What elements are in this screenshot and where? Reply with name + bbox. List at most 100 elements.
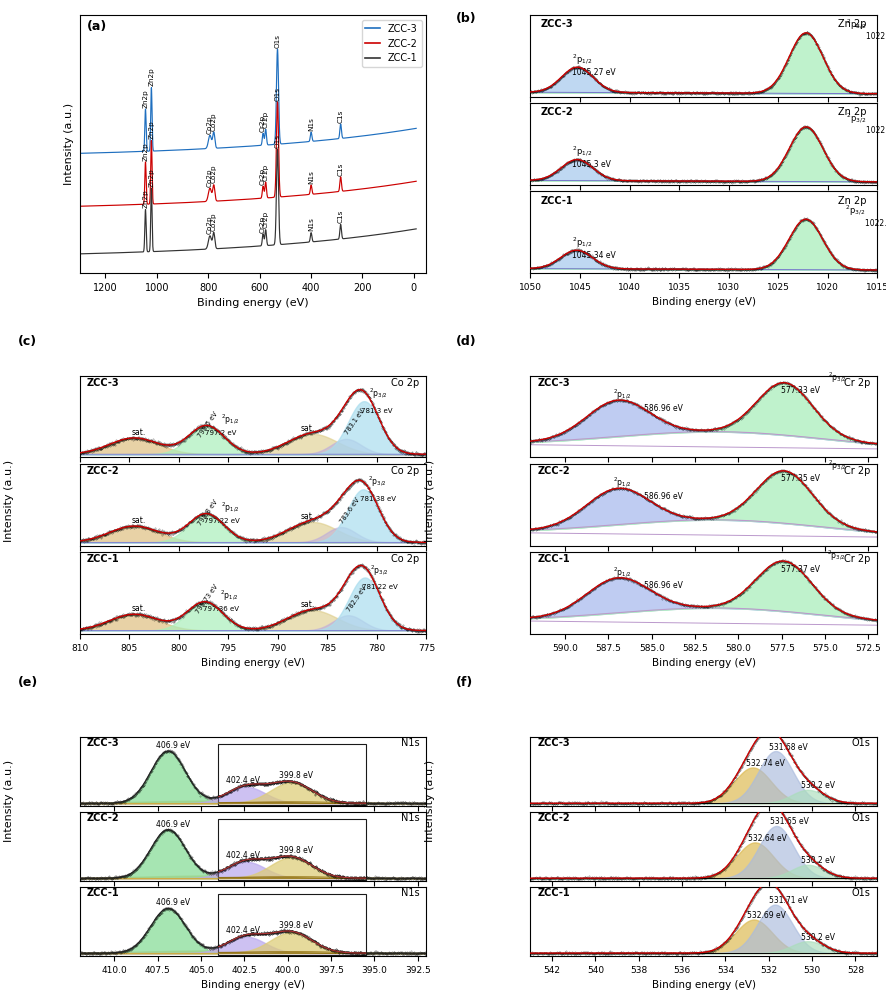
- Text: Co2p: Co2p: [207, 115, 213, 134]
- Bar: [219, 819, 366, 880]
- Text: N1s: N1s: [400, 813, 419, 823]
- Bar: [219, 894, 366, 955]
- Text: C1s: C1s: [338, 109, 344, 122]
- Text: $\mathregular{^2p_{3/2}}$: $\mathregular{^2p_{3/2}}$: [828, 549, 846, 563]
- X-axis label: Binding energy (eV): Binding energy (eV): [201, 980, 305, 990]
- Text: ZCC-1: ZCC-1: [87, 888, 120, 898]
- Text: $\mathregular{^2p_{1/2}}$: $\mathregular{^2p_{1/2}}$: [612, 566, 631, 580]
- Text: 577.33 eV: 577.33 eV: [781, 386, 820, 395]
- Text: 586.96 eV: 586.96 eV: [644, 491, 683, 500]
- Text: Co2p: Co2p: [211, 112, 217, 130]
- Text: Cr2p: Cr2p: [262, 211, 268, 228]
- Text: O1s: O1s: [275, 34, 281, 48]
- Text: sat.: sat.: [132, 605, 146, 614]
- Text: Intensity (a.u.): Intensity (a.u.): [425, 459, 435, 542]
- Text: Cr 2p: Cr 2p: [843, 377, 870, 387]
- Text: sat.: sat.: [300, 601, 315, 610]
- Text: 1045.3 eV: 1045.3 eV: [572, 160, 611, 169]
- Text: ZCC-1: ZCC-1: [87, 554, 120, 564]
- Text: 399.8 eV: 399.8 eV: [279, 847, 314, 856]
- Text: Co2p: Co2p: [207, 168, 213, 187]
- Text: $\mathregular{^2p_{3/2}}$: $\mathregular{^2p_{3/2}}$: [828, 458, 846, 472]
- Text: ZCC-2: ZCC-2: [540, 107, 573, 117]
- Text: ZCC-3: ZCC-3: [87, 377, 120, 387]
- Text: 1045.34 eV: 1045.34 eV: [571, 251, 616, 260]
- Y-axis label: Intensity (a.u.): Intensity (a.u.): [64, 103, 74, 185]
- X-axis label: Binding energy (eV): Binding energy (eV): [198, 298, 309, 308]
- Text: (f): (f): [456, 676, 473, 689]
- Text: ZCC-2: ZCC-2: [538, 465, 570, 475]
- Text: Co 2p: Co 2p: [392, 465, 419, 475]
- Text: 798.8 eV: 798.8 eV: [197, 498, 219, 527]
- Text: (c): (c): [18, 335, 37, 348]
- Text: Cr2p: Cr2p: [262, 110, 268, 128]
- X-axis label: Binding energy (eV): Binding energy (eV): [201, 658, 305, 668]
- Text: $\mathregular{^2p_{3/2}}$: $\mathregular{^2p_{3/2}}$: [369, 387, 387, 401]
- Text: 781.38 eV: 781.38 eV: [361, 495, 396, 502]
- Text: Co2p: Co2p: [211, 165, 217, 183]
- Text: $\mathregular{^2p_{1/2}}$: $\mathregular{^2p_{1/2}}$: [220, 589, 238, 604]
- Text: Cr2p: Cr2p: [260, 215, 266, 232]
- Text: ZCC-3: ZCC-3: [538, 738, 570, 748]
- Text: 797.36 eV: 797.36 eV: [203, 607, 239, 613]
- Text: 402.4 eV: 402.4 eV: [226, 926, 260, 935]
- Text: 781.3 eV: 781.3 eV: [361, 407, 392, 413]
- Text: 530.2 eV: 530.2 eV: [801, 782, 835, 791]
- Text: Zn 2p: Zn 2p: [838, 195, 867, 205]
- Text: 406.9 eV: 406.9 eV: [156, 898, 190, 907]
- Text: (b): (b): [456, 12, 477, 25]
- Text: Intensity (a.u.): Intensity (a.u.): [4, 760, 14, 842]
- X-axis label: Binding energy (eV): Binding energy (eV): [652, 297, 756, 307]
- Text: sat.: sat.: [132, 428, 146, 437]
- Text: O1s: O1s: [851, 738, 870, 748]
- Text: 531.71 eV: 531.71 eV: [768, 896, 807, 905]
- Text: 532.64 eV: 532.64 eV: [749, 834, 788, 843]
- Text: ZCC-2: ZCC-2: [87, 813, 120, 823]
- Text: 532.74 eV: 532.74 eV: [746, 759, 785, 768]
- Text: ZCC-3: ZCC-3: [540, 19, 573, 29]
- Text: 782.9 eV: 782.9 eV: [346, 585, 369, 613]
- Text: N1s: N1s: [308, 170, 315, 184]
- Text: $\mathregular{^2p_{3/2}}$: $\mathregular{^2p_{3/2}}$: [846, 17, 866, 32]
- Text: 783.1 eV: 783.1 eV: [345, 408, 366, 436]
- Text: $\mathregular{^2p_{3/2}}$: $\mathregular{^2p_{3/2}}$: [369, 475, 387, 489]
- Text: 406.9 eV: 406.9 eV: [156, 741, 190, 750]
- Text: N1s: N1s: [308, 117, 315, 131]
- Text: 1045.27 eV: 1045.27 eV: [572, 68, 616, 77]
- Text: 532.69 eV: 532.69 eV: [748, 911, 786, 920]
- Text: 577.35 eV: 577.35 eV: [781, 474, 820, 483]
- Text: 402.4 eV: 402.4 eV: [226, 776, 260, 785]
- Text: ZCC-3: ZCC-3: [538, 377, 570, 387]
- Text: $\mathregular{^2p_{1/2}}$: $\mathregular{^2p_{1/2}}$: [612, 476, 631, 490]
- Text: 781.22 eV: 781.22 eV: [361, 584, 398, 590]
- Text: Cr2p: Cr2p: [260, 167, 266, 185]
- Text: N1s: N1s: [400, 888, 419, 898]
- Text: ZCC-3: ZCC-3: [87, 738, 120, 748]
- Bar: [219, 744, 366, 806]
- Text: Zn2p: Zn2p: [143, 142, 149, 160]
- Text: $\mathregular{^2p_{1/2}}$: $\mathregular{^2p_{1/2}}$: [612, 387, 631, 402]
- Text: 1022.2 eV: 1022.2 eV: [866, 219, 886, 228]
- Text: N1s: N1s: [400, 738, 419, 748]
- Text: O1s: O1s: [851, 888, 870, 898]
- Text: sat.: sat.: [132, 517, 146, 526]
- Text: 1022.17 eV: 1022.17 eV: [866, 126, 886, 135]
- Text: (e): (e): [18, 676, 38, 689]
- Text: 586.96 eV: 586.96 eV: [644, 403, 683, 412]
- Text: Co 2p: Co 2p: [392, 554, 419, 564]
- Text: sat.: sat.: [300, 424, 315, 433]
- Text: 1022.17 eV: 1022.17 eV: [866, 32, 886, 41]
- Text: Cr 2p: Cr 2p: [843, 554, 870, 564]
- Text: $\mathregular{^2p_{3/2}}$: $\mathregular{^2p_{3/2}}$: [846, 111, 866, 126]
- Text: $\mathregular{^2p_{1/2}}$: $\mathregular{^2p_{1/2}}$: [571, 236, 592, 250]
- Text: 798.73 eV: 798.73 eV: [195, 584, 220, 615]
- Text: Cr 2p: Cr 2p: [843, 465, 870, 475]
- Text: (d): (d): [456, 335, 477, 348]
- Text: ZCC-2: ZCC-2: [87, 465, 120, 475]
- Text: Cr2p: Cr2p: [262, 163, 268, 181]
- Text: $\mathregular{^2p_{1/2}}$: $\mathregular{^2p_{1/2}}$: [572, 145, 592, 159]
- Text: 798.5 eV: 798.5 eV: [197, 410, 219, 438]
- Text: C1s: C1s: [338, 162, 344, 175]
- Text: Co 2p: Co 2p: [392, 377, 419, 387]
- Text: $\mathregular{^2p_{1/2}}$: $\mathregular{^2p_{1/2}}$: [222, 500, 240, 515]
